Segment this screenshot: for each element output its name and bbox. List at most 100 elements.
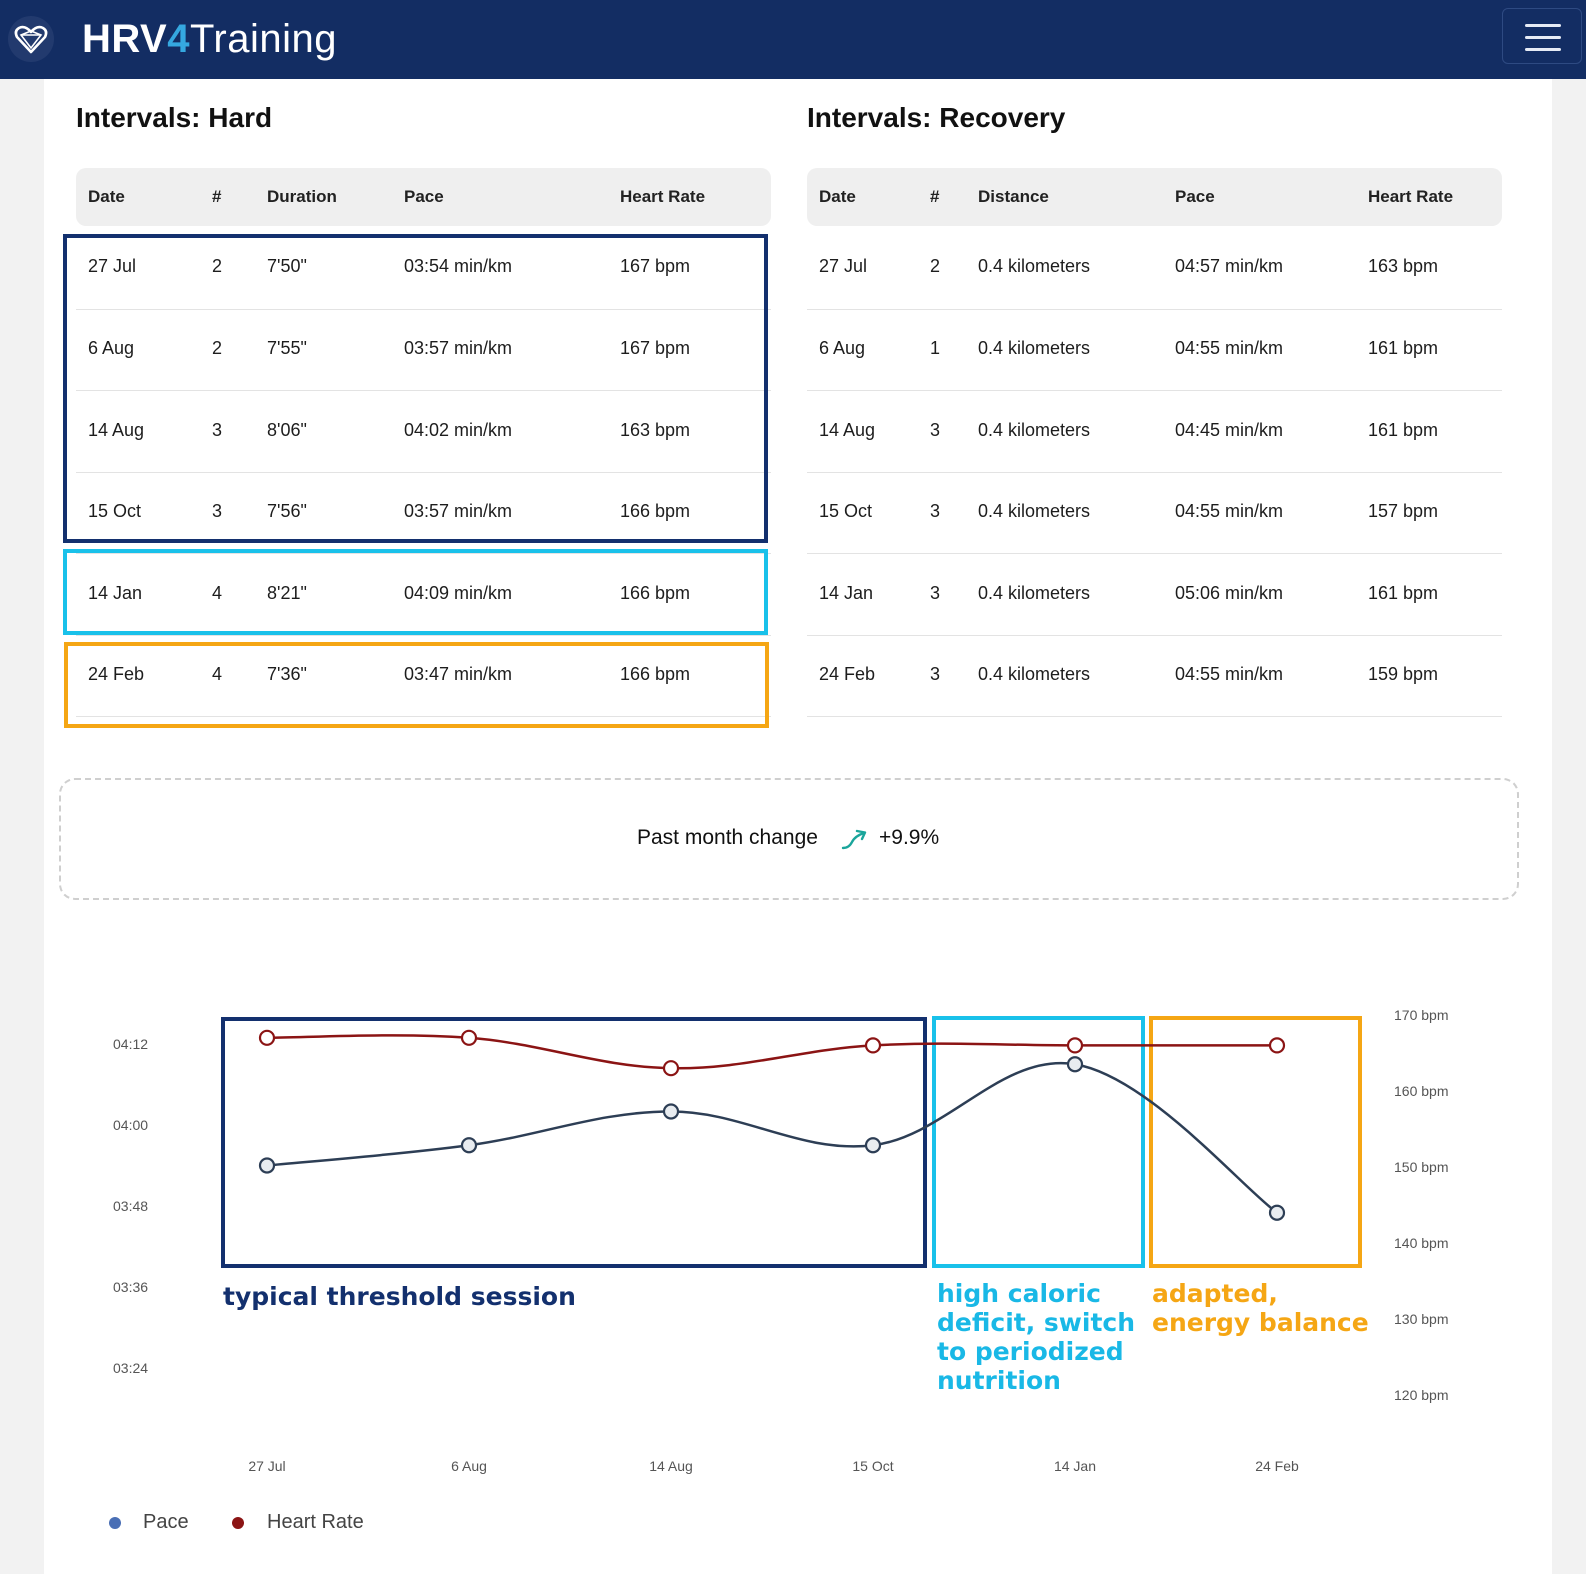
hard-table-header bbox=[76, 168, 771, 226]
heart-rate-point bbox=[460, 1029, 478, 1046]
annotation-typical: typical threshold session bbox=[223, 1282, 576, 1311]
legend-heart-rate-dot bbox=[232, 1517, 244, 1529]
hard-table-cell: 167 bpm bbox=[620, 256, 691, 276]
pace-point bbox=[1268, 1204, 1286, 1221]
hard-table-cell: 166 bpm bbox=[620, 664, 691, 684]
y-left-tick-label: 03:48 bbox=[113, 1198, 148, 1214]
recovery-table-cell: 0.4 kilometers bbox=[978, 338, 1091, 358]
recovery-header-cell: Date bbox=[819, 187, 856, 206]
hard-table-cell: 167 bpm bbox=[620, 338, 691, 358]
hamburger-icon-bar bbox=[1525, 48, 1561, 51]
recovery-table-cell: 157 bpm bbox=[1368, 501, 1439, 521]
heart-rate-series-line bbox=[266, 1034, 1277, 1070]
recovery-header-cell: Pace bbox=[1175, 187, 1215, 206]
annotation-adapted: adapted, energy balance bbox=[1152, 1279, 1369, 1337]
recovery-table-cell: 0.4 kilometers bbox=[978, 256, 1091, 276]
recovery-table-cell: 04:55 min/km bbox=[1175, 501, 1284, 521]
legend-pace-label[interactable]: Pace bbox=[143, 1511, 189, 1533]
recovery-table-cell: 3 bbox=[930, 664, 941, 684]
recovery-table-cell: 04:45 min/km bbox=[1175, 420, 1284, 440]
annotation-deficit: high caloric deficit, switch to periodiz… bbox=[937, 1279, 1136, 1395]
x-tick-label: 6 Aug bbox=[451, 1458, 487, 1474]
hard-table-cell: 2 bbox=[212, 338, 223, 358]
y-right-tick-label: 150 bpm bbox=[1394, 1159, 1448, 1175]
pace-series-line bbox=[266, 1061, 1278, 1214]
app-brand[interactable]: HRV4Training bbox=[82, 17, 338, 61]
recovery-table-cell: 1 bbox=[930, 338, 941, 358]
heart-rate-point bbox=[864, 1037, 882, 1054]
x-tick-label: 15 Oct bbox=[852, 1458, 893, 1474]
past-month-change-panel bbox=[59, 778, 1519, 900]
recovery-intervals-title: Intervals: Recovery bbox=[807, 102, 1066, 133]
legend-pace-dot bbox=[109, 1517, 121, 1529]
hard-table-cell: 163 bpm bbox=[620, 420, 691, 440]
heart-rate-point bbox=[662, 1060, 680, 1077]
hard-row-divider bbox=[76, 309, 771, 310]
x-tick-label: 24 Feb bbox=[1255, 1458, 1299, 1474]
y-right-tick-label: 160 bpm bbox=[1394, 1083, 1448, 1099]
y-right-tick-label: 170 bpm bbox=[1394, 1007, 1448, 1023]
pace-point bbox=[662, 1103, 680, 1120]
recovery-table-cell: 0.4 kilometers bbox=[978, 583, 1091, 603]
pace-point bbox=[258, 1157, 276, 1174]
chart-box-adapted bbox=[1149, 1016, 1362, 1268]
recovery-row-divider bbox=[807, 309, 1502, 310]
recovery-table-cell: 0.4 kilometers bbox=[978, 501, 1091, 521]
recovery-header-cell: Distance bbox=[978, 187, 1049, 206]
hard-intervals-title: Intervals: Hard bbox=[76, 102, 273, 133]
y-left-tick-label: 04:00 bbox=[113, 1117, 148, 1133]
chart-box-deficit bbox=[932, 1016, 1145, 1268]
trend-up-icon bbox=[840, 828, 868, 857]
hard-table-cell: 7'50" bbox=[267, 256, 307, 276]
recovery-row-divider bbox=[807, 553, 1502, 554]
hard-header-cell: Pace bbox=[404, 187, 444, 206]
recovery-table-cell: 163 bpm bbox=[1368, 256, 1439, 276]
hard-table-cell: 7'56" bbox=[267, 501, 307, 521]
heart-rate-point bbox=[258, 1029, 276, 1046]
hard-table-cell: 04:09 min/km bbox=[404, 583, 513, 603]
hard-table-cell: 166 bpm bbox=[620, 583, 691, 603]
recovery-table-cell: 159 bpm bbox=[1368, 664, 1439, 684]
y-left-tick-label: 04:12 bbox=[113, 1036, 148, 1052]
recovery-row-divider bbox=[807, 716, 1502, 717]
y-left-tick-label: 03:36 bbox=[113, 1279, 148, 1295]
heart-rate-point bbox=[1268, 1037, 1286, 1054]
y-right-tick-label: 130 bpm bbox=[1394, 1311, 1448, 1327]
heart-rate-point bbox=[1066, 1037, 1084, 1054]
hard-table-cell: 3 bbox=[212, 420, 223, 440]
hard-row-divider bbox=[76, 390, 771, 391]
pace-point bbox=[1066, 1056, 1084, 1073]
hard-table-cell: 14 Jan bbox=[88, 583, 143, 603]
recovery-table-cell: 161 bpm bbox=[1368, 583, 1439, 603]
hard-table-cell: 03:54 min/km bbox=[404, 256, 513, 276]
hard-table-cell: 7'36" bbox=[267, 664, 307, 684]
hard-table-cell: 7'55" bbox=[267, 338, 307, 358]
pace-point bbox=[460, 1137, 478, 1154]
hamburger-menu-button[interactable] bbox=[1502, 8, 1582, 64]
heart-logo-icon[interactable] bbox=[8, 16, 54, 62]
recovery-row-divider bbox=[807, 472, 1502, 473]
hamburger-icon bbox=[1525, 24, 1561, 27]
hard-table-cell: 15 Oct bbox=[88, 501, 142, 521]
hard-table-cell: 14 Aug bbox=[88, 420, 145, 440]
y-right-tick-label: 140 bpm bbox=[1394, 1235, 1448, 1251]
recovery-row-divider bbox=[807, 635, 1502, 636]
legend-heart-rate-label[interactable]: Heart Rate bbox=[267, 1511, 364, 1533]
recovery-table-cell: 161 bpm bbox=[1368, 420, 1439, 440]
past-month-change-value: +9.9% bbox=[879, 826, 940, 849]
hard-row-divider bbox=[76, 716, 771, 717]
recovery-table-cell: 27 Jul bbox=[819, 256, 868, 276]
hard-table-cell: 03:57 min/km bbox=[404, 338, 513, 358]
hard-table-cell: 2 bbox=[212, 256, 223, 276]
hard-row-divider bbox=[76, 635, 771, 636]
y-right-tick-label: 120 bpm bbox=[1394, 1387, 1448, 1403]
hard-table-cell: 6 Aug bbox=[88, 338, 135, 358]
hard-header-cell: Date bbox=[88, 187, 125, 206]
past-month-change-label: Past month change bbox=[637, 826, 818, 849]
recovery-table-header bbox=[807, 168, 1502, 226]
hard-table-cell: 4 bbox=[212, 664, 223, 684]
recovery-row-divider bbox=[807, 390, 1502, 391]
hard-table-cell: 4 bbox=[212, 583, 223, 603]
hard-row-divider bbox=[76, 553, 771, 554]
